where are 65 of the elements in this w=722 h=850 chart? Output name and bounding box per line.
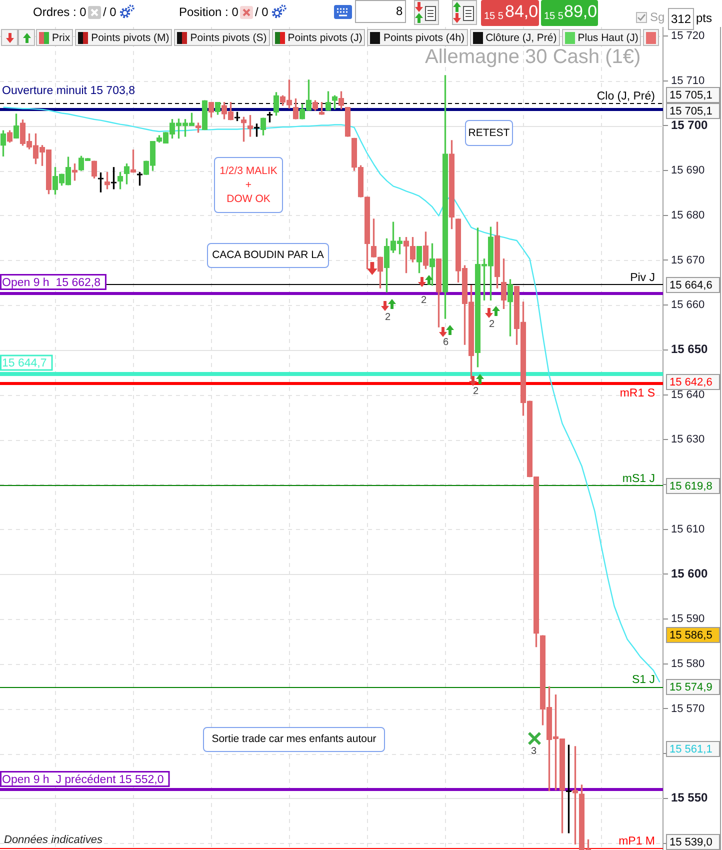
annotation: Points pivots (M) (91, 32, 170, 44)
annotation: + (244, 179, 253, 191)
annotation: Plus Haut (J) (578, 32, 638, 44)
input-field: 312 (668, 8, 694, 30)
annotation: Points pivots (S) (190, 32, 267, 44)
text: Sg (650, 10, 665, 24)
y-tick-label: 15 710 (671, 74, 705, 87)
ref-line-label: Open 9 h J précédent 15 552,0 (2, 774, 164, 786)
text: 15 664,6 (670, 280, 712, 292)
annotation: 3 (531, 746, 537, 757)
text: 15 619,8 (670, 480, 712, 493)
note-box: 1/2/3 MALIK + DOW OK (214, 157, 283, 213)
y-tick-label: 15 580 (671, 658, 705, 670)
y-tick-label: 15 660 (671, 299, 705, 312)
text: Ordres : 0 (33, 5, 86, 19)
annotation: DOW OK (226, 193, 272, 205)
y-tick-label: 15 570 (671, 702, 705, 715)
y-tick-label: 15 680 (671, 209, 705, 222)
ref-line-label: Clo (J, Pré) (596, 90, 656, 102)
ref-line-label: Piv J (630, 272, 655, 284)
y-tick-label: 15 550 (671, 790, 708, 805)
y-tick-label: 15 670 (671, 254, 705, 266)
ref-line-label: mR1 S (620, 388, 656, 400)
annotation: 6 (443, 337, 449, 348)
note-box: Sortie trade car mes enfants autour (203, 727, 385, 752)
y-tick-label: 15 610 (671, 523, 705, 536)
annotation: 2 (473, 386, 479, 397)
annotation: Points pivots (J) (288, 32, 362, 44)
annotation: Prix (52, 32, 70, 44)
annotation: 1/2/3 MALIK (218, 165, 278, 177)
text: / 0 (255, 5, 268, 19)
note-box: CACA BOUDIN PAR LA (207, 243, 329, 268)
y-tick-label: 15 630 (671, 434, 705, 446)
y-tick-label: 15 640 (671, 388, 705, 401)
text: pts (696, 11, 712, 25)
ref-line-label: Ouverture minuit 15 703,8 (2, 85, 135, 98)
input-field: 8 (355, 0, 406, 23)
y-tick-label: 15 720 (671, 30, 705, 42)
ref-line-label: mS1 J (622, 472, 655, 485)
text: 15 705,1 (670, 106, 712, 118)
text: Position : 0 (179, 5, 238, 19)
y-tick-label: 15 700 (671, 118, 708, 132)
y-tick-label: 15 590 (671, 613, 705, 626)
text: 15 574,9 (670, 682, 712, 694)
ref-line-label: S1 J (632, 674, 655, 686)
text: 15 586,5 (670, 630, 712, 642)
annotation: 2 (489, 319, 495, 330)
text: Allemagne 30 Cash (1€) (425, 46, 641, 69)
annotation: Points pivots (4h) (383, 32, 465, 44)
annotation: 2 (421, 295, 427, 306)
text: 15 705,1 (670, 90, 712, 102)
text: 15 561,1 (670, 744, 712, 756)
ref-line-label: Open 9 h 15 662,8 (2, 277, 100, 290)
note-box: RETEST (465, 120, 513, 146)
text: 15 642,6 (670, 376, 712, 389)
y-tick-label: 15 690 (671, 164, 705, 177)
y-tick-label: 15 600 (671, 566, 708, 580)
ref-line-label: mP1 M (618, 835, 655, 848)
annotation: Données indicatives (4, 834, 102, 846)
annotation: 2 (385, 312, 391, 323)
y-tick-label: 15 650 (671, 342, 708, 356)
annotation: Clôture (J, Pré) (486, 32, 557, 44)
ref-line-label: 15 644,7 (2, 358, 47, 370)
text: 15 539,0 (670, 836, 712, 849)
text: / 0 (103, 5, 116, 19)
